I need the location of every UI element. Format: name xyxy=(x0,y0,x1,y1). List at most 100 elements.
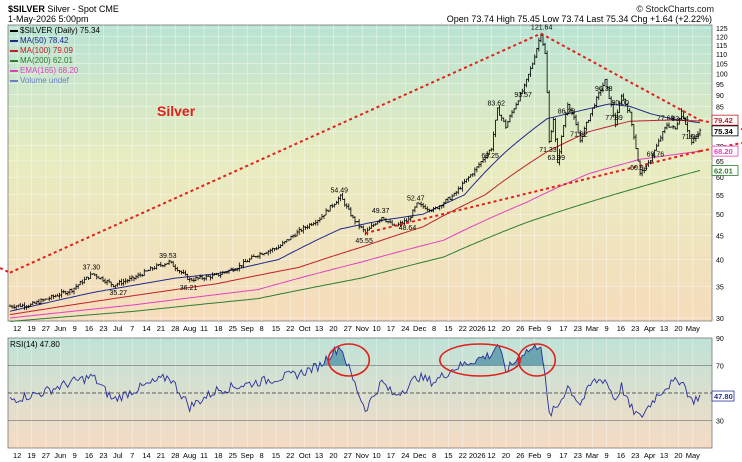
x-tick-label: 23 xyxy=(99,324,107,333)
peak-label: 121.64 xyxy=(531,25,553,32)
rsi-x-tick-label: 14 xyxy=(142,451,150,460)
x-tick-label: 24 xyxy=(401,324,409,333)
peak-label: 54.49 xyxy=(331,188,349,195)
x-tick-label: 25 xyxy=(229,324,237,333)
x-tick-label: 15 xyxy=(444,324,452,333)
peak-label: 49.37 xyxy=(372,208,390,215)
rsi-x-tick-label: 21 xyxy=(157,451,165,460)
price-tick-label: 50 xyxy=(716,212,724,219)
chart-date: 1-May-2026 5:00pm xyxy=(8,14,89,24)
rsi-x-tick-label: 25 xyxy=(229,451,237,460)
x-tick-label: 26 xyxy=(516,324,524,333)
rsi-x-tick-label: 26 xyxy=(516,451,524,460)
peak-label: 93.57 xyxy=(514,92,532,99)
x-tick-label: 11 xyxy=(200,324,208,333)
legend: $SILVER (Daily) 75.34 MA(50) 78.42 MA(100)… xyxy=(10,26,100,86)
price-tick-label: 120 xyxy=(716,34,728,41)
x-tick-label: 23 xyxy=(631,324,639,333)
x-tick-label: 13 xyxy=(315,324,323,333)
rsi-x-tick-label: 27 xyxy=(42,451,50,460)
legend-label: $SILVER (Daily) 75.34 xyxy=(20,26,100,35)
x-tick-label: 9 xyxy=(547,324,551,333)
rsi-x-tick-label: 24 xyxy=(401,451,409,460)
x-tick-label: Dec xyxy=(413,324,427,333)
rsi-x-tick-label: 20 xyxy=(502,451,510,460)
peak-label: 86.28 xyxy=(558,108,576,115)
rsi-x-tick-label: 7 xyxy=(130,451,134,460)
rsi-x-tick-label: Nov xyxy=(356,451,370,460)
rsi-x-tick-label: 16 xyxy=(85,451,93,460)
rsi-x-tick-label: Aug xyxy=(183,451,196,460)
x-tick-label: 12 xyxy=(13,324,21,333)
trendline-extension xyxy=(699,141,742,153)
rsi-tick-label: 30 xyxy=(716,419,724,426)
price-badge xyxy=(711,125,739,137)
peak-label: 52.47 xyxy=(407,195,425,202)
rsi-x-tick-label: 8 xyxy=(432,451,436,460)
x-tick-label: 17 xyxy=(559,324,567,333)
ma-line-ma100 xyxy=(9,119,701,316)
rsi-tick-label: 90 xyxy=(716,336,724,343)
price-badge-text: 68.20 xyxy=(714,147,733,156)
legend-label: MA(50) 78.42 xyxy=(20,36,69,45)
x-tick-label: 10 xyxy=(372,324,380,333)
price-tick-label: 85 xyxy=(716,104,724,111)
ma-line-ema165 xyxy=(9,150,701,319)
price-tick-label: 100 xyxy=(716,71,728,78)
trendline xyxy=(9,32,542,274)
x-tick-label: Nov xyxy=(356,324,370,333)
peak-label: 48.64 xyxy=(399,225,417,232)
rsi-x-tick-label: Jun xyxy=(54,451,66,460)
x-tick-label: 19 xyxy=(27,324,35,333)
peak-label: 45.55 xyxy=(355,238,373,245)
price-series xyxy=(8,34,702,310)
rsi-x-tick-label: 15 xyxy=(272,451,280,460)
x-tick-label: 8 xyxy=(259,324,263,333)
rsi-x-tick-label: 13 xyxy=(315,451,323,460)
legend-swatch xyxy=(10,39,18,42)
legend-item: $SILVER (Daily) 75.34 xyxy=(10,26,100,36)
rsi-x-tick-label: 18 xyxy=(214,451,222,460)
price-badge-text: 62.01 xyxy=(714,166,733,175)
data-labels: 37.30 35.27 39.53 36.21 54.49 45.55 49.37 48.64… xyxy=(83,25,700,298)
rsi-x-tick-label: May xyxy=(686,451,700,460)
x-tick-label: 2026 xyxy=(469,324,486,333)
peak-label: 69.76 xyxy=(647,152,665,159)
x-tick-label: 15 xyxy=(272,324,280,333)
rsi-x-tick-label: 22 xyxy=(286,451,294,460)
peak-label: 71.82 xyxy=(570,132,588,139)
legend-item: MA(200) 62.01 xyxy=(10,56,100,66)
peak-label: 77.69 xyxy=(657,116,675,123)
rsi-line xyxy=(9,343,701,419)
silver-annotation: Silver xyxy=(157,103,196,119)
rsi-x-tick-label: 11 xyxy=(200,451,208,460)
rsi-overbought-fill xyxy=(313,344,546,366)
x-tick-label: 13 xyxy=(660,324,668,333)
legend-label: MA(100) 79.09 xyxy=(20,46,73,55)
x-tick-label: 9 xyxy=(73,324,77,333)
ma-line-ma200 xyxy=(9,170,701,322)
peak-label: 77.89 xyxy=(605,115,623,122)
price-badge xyxy=(711,114,739,126)
rsi-x-tick-label: 23 xyxy=(99,451,107,460)
x-tick-label: 28 xyxy=(171,324,179,333)
x-tick-label: 20 xyxy=(329,324,337,333)
ohlc-readout: Open 73.74 High 75.45 Low 73.74 Last 75.… xyxy=(446,14,712,24)
rsi-highlight-ellipse xyxy=(327,343,371,377)
x-tick-label: Apr xyxy=(644,324,656,333)
rsi-x-tick-label: Feb xyxy=(528,451,541,460)
grid xyxy=(8,25,712,448)
x-tick-label: 16 xyxy=(617,324,625,333)
price-tick-label: 40 xyxy=(716,258,724,265)
rsi-x-tick-label: 20 xyxy=(329,451,337,460)
legend-item: EMA(165) 68.20 xyxy=(10,66,100,76)
x-tick-label: 27 xyxy=(42,324,50,333)
price-tick-label: 105 xyxy=(716,61,728,68)
trendline-extension xyxy=(0,267,11,274)
rsi-x-tick-label: 28 xyxy=(171,451,179,460)
source-credit: © StockCharts.com xyxy=(636,4,714,14)
rsi-x-tick-label: Jul xyxy=(113,451,123,460)
rsi-label: RSI(14) 47.80 xyxy=(10,340,60,349)
rsi-x-tick-label: 17 xyxy=(559,451,567,460)
x-tick-label: Jun xyxy=(54,324,66,333)
